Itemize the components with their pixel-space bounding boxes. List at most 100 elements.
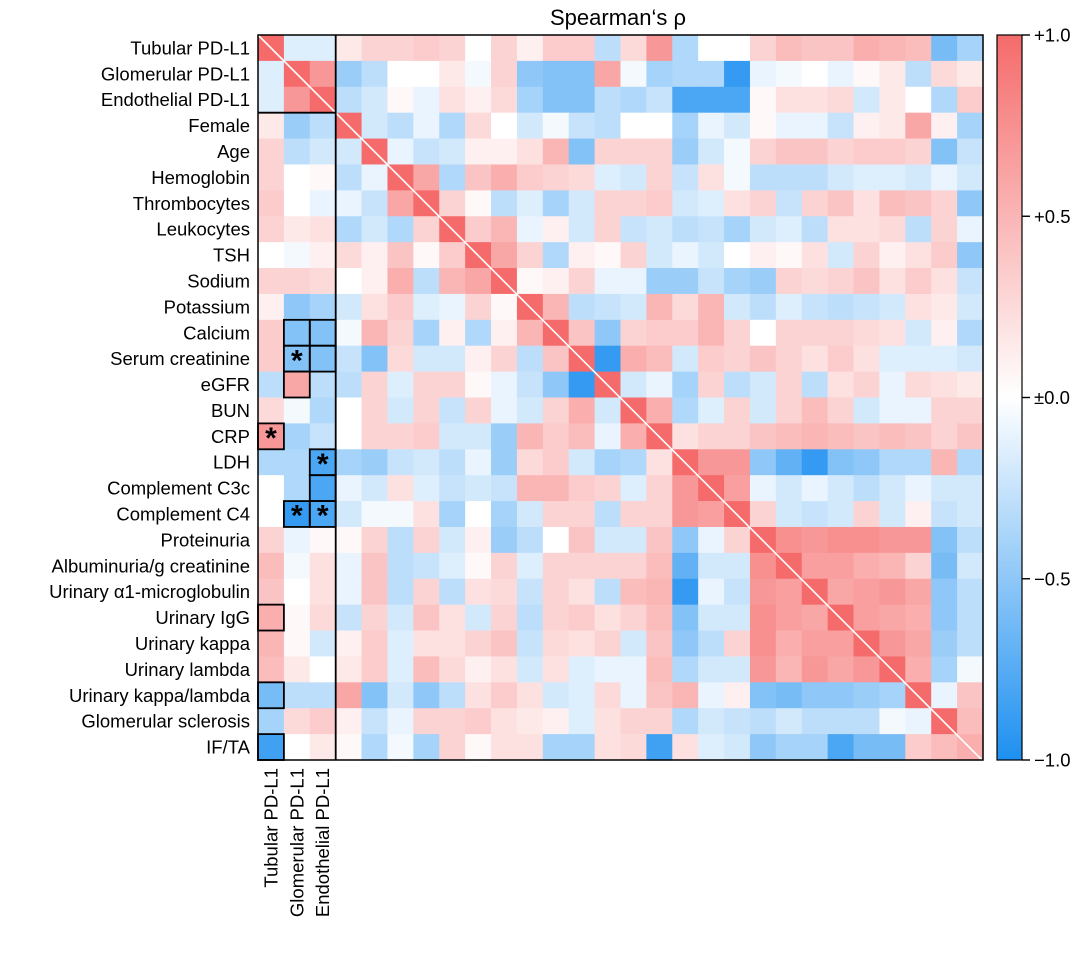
heatmap-cell	[335, 138, 363, 166]
heatmap-cell	[879, 423, 906, 450]
heatmap-cell	[491, 682, 518, 709]
heatmap-cell	[258, 138, 285, 166]
heatmap-cell	[594, 526, 622, 554]
heatmap-cell	[724, 138, 751, 166]
heatmap-cell	[387, 190, 414, 217]
heatmap-cell	[801, 86, 829, 114]
heatmap-cell	[672, 397, 699, 424]
heatmap-cell	[283, 190, 311, 217]
heatmap-cell	[905, 708, 932, 735]
heatmap-cell	[775, 501, 803, 528]
heatmap-cell	[283, 112, 311, 140]
heatmap-cell	[258, 552, 285, 580]
heatmap-cell	[335, 552, 363, 580]
heatmap-cell	[801, 112, 829, 140]
heatmap-cell	[879, 345, 906, 373]
heatmap-cell	[413, 35, 440, 62]
heatmap-cell	[361, 86, 389, 114]
heatmap-cell	[568, 190, 596, 217]
heatmap-cell	[309, 552, 337, 580]
heatmap-cell	[646, 293, 673, 321]
heatmap-cell	[361, 216, 389, 243]
heatmap-cell	[905, 190, 932, 217]
heatmap-cell	[801, 138, 829, 166]
heatmap-cell	[827, 656, 855, 683]
row-label: eGFR	[201, 374, 250, 395]
heatmap-cell	[931, 242, 958, 269]
heatmap-cell	[439, 190, 466, 217]
heatmap-cell	[568, 319, 596, 347]
heatmap-cell	[646, 86, 673, 114]
heatmap-cell	[542, 164, 570, 191]
heatmap-cell	[957, 630, 984, 658]
heatmap-cell	[724, 630, 751, 658]
heatmap-cell	[516, 216, 544, 243]
heatmap-cell	[439, 708, 466, 735]
heatmap-cell	[646, 501, 673, 528]
heatmap-cell	[335, 578, 363, 606]
heatmap-cell	[491, 475, 518, 502]
heatmap-cell	[698, 630, 725, 658]
heatmap-cell	[749, 190, 777, 217]
row-label: Calcium	[183, 322, 250, 343]
heatmap-cell	[335, 35, 363, 62]
heatmap-cell	[749, 552, 777, 580]
heatmap-cell	[361, 60, 389, 88]
heatmap-cell	[491, 164, 518, 191]
heatmap-cell	[387, 630, 414, 658]
heatmap-cell	[594, 734, 622, 761]
heatmap-cell	[335, 604, 363, 632]
heatmap-cell	[516, 526, 544, 554]
heatmap-cell	[879, 475, 906, 502]
heatmap-cell	[775, 397, 803, 424]
heatmap-cell	[957, 345, 984, 373]
heatmap-cell	[853, 449, 881, 476]
heatmap-cell	[905, 734, 932, 761]
heatmap-cell	[439, 630, 466, 658]
heatmap-cell	[542, 216, 570, 243]
heatmap-cell	[646, 35, 673, 62]
heatmap-cell	[516, 319, 544, 347]
heatmap-cell	[387, 319, 414, 347]
heatmap-cell	[309, 190, 337, 217]
heatmap-cell	[905, 630, 932, 658]
heatmap-cell	[594, 501, 622, 528]
heatmap-cell	[672, 319, 699, 347]
heatmap-cell	[568, 656, 596, 683]
heatmap-cell	[801, 552, 829, 580]
heatmap-cell	[335, 630, 363, 658]
heatmap-cell	[439, 60, 466, 88]
heatmap-cell	[361, 708, 389, 735]
heatmap-cell	[801, 216, 829, 243]
heatmap-cell	[465, 216, 492, 243]
heatmap-cell	[957, 293, 984, 321]
heatmap-cell	[749, 293, 777, 321]
heatmap-cell	[439, 371, 466, 399]
heatmap-cell	[905, 656, 932, 683]
heatmap-cell	[309, 216, 337, 243]
heatmap-cell	[698, 216, 725, 243]
heatmap-cell	[516, 86, 544, 114]
heatmap-cell	[491, 35, 518, 62]
heatmap-cell	[491, 86, 518, 114]
heatmap-cell	[542, 475, 570, 502]
heatmap-cell	[568, 708, 596, 735]
heatmap-cell	[258, 164, 285, 191]
heatmap-cell	[620, 345, 647, 373]
heatmap-cell	[646, 397, 673, 424]
heatmap-cell	[465, 604, 492, 632]
heatmap-cell	[801, 656, 829, 683]
heatmap-cell	[827, 397, 855, 424]
heatmap-cell	[827, 552, 855, 580]
heatmap-cell	[724, 60, 751, 88]
heatmap-cell	[309, 526, 337, 554]
heatmap-cell	[775, 319, 803, 347]
heatmap-cell	[801, 293, 829, 321]
heatmap-cell	[672, 526, 699, 554]
colorbar-tick-label: −1.0	[1034, 750, 1071, 771]
heatmap-cell	[413, 526, 440, 554]
heatmap-cell	[542, 578, 570, 606]
heatmap-cell	[465, 708, 492, 735]
heatmap-cell	[283, 345, 311, 373]
heatmap-cell	[646, 604, 673, 632]
